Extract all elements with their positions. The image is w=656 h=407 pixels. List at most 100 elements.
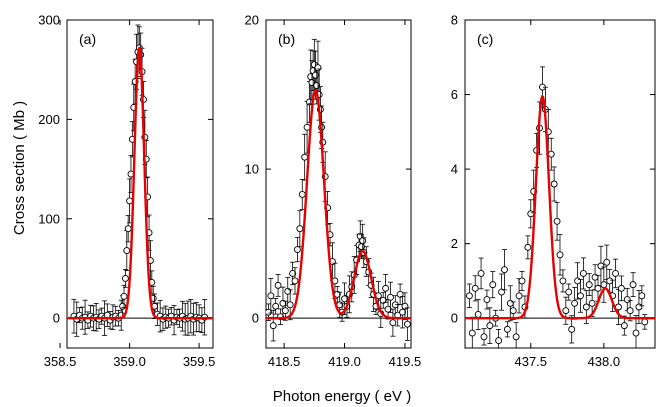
data-point bbox=[617, 275, 625, 302]
y-tick-label: 0 bbox=[451, 311, 458, 326]
data-point bbox=[495, 328, 503, 348]
data-point bbox=[120, 284, 128, 308]
marker bbox=[483, 296, 491, 303]
data-point bbox=[632, 315, 640, 348]
data-point bbox=[382, 274, 390, 303]
panel-label: (c) bbox=[477, 31, 493, 47]
y-tick-label: 0 bbox=[53, 311, 60, 326]
marker bbox=[382, 284, 390, 292]
marker bbox=[293, 246, 301, 254]
x-tick-label: 419.0 bbox=[328, 354, 361, 369]
data-point bbox=[571, 286, 579, 320]
data-point bbox=[594, 275, 602, 302]
marker bbox=[379, 296, 387, 304]
marker bbox=[509, 307, 517, 315]
marker bbox=[269, 322, 277, 330]
data-point bbox=[471, 275, 479, 302]
data-point bbox=[389, 308, 397, 337]
marker bbox=[314, 64, 322, 72]
marker bbox=[468, 329, 476, 337]
data-point bbox=[501, 249, 508, 291]
data-point bbox=[579, 257, 587, 290]
data-point bbox=[394, 304, 402, 327]
x-tick-label: 419.5 bbox=[389, 354, 422, 369]
marker bbox=[594, 284, 602, 292]
y-tick-label: 100 bbox=[38, 211, 60, 226]
marker bbox=[562, 307, 570, 315]
plot-area bbox=[465, 66, 655, 348]
y-axis-title: Cross section ( Mb ) bbox=[11, 101, 28, 235]
x-tick-label: 359.0 bbox=[113, 354, 146, 369]
marker bbox=[123, 247, 131, 255]
marker bbox=[286, 301, 294, 309]
marker bbox=[559, 277, 567, 285]
data-point bbox=[626, 300, 634, 322]
data-point bbox=[269, 309, 277, 342]
marker bbox=[565, 288, 573, 296]
marker bbox=[126, 197, 134, 205]
marker bbox=[465, 292, 473, 300]
data-point bbox=[553, 201, 561, 241]
data-point bbox=[641, 314, 649, 330]
marker bbox=[574, 277, 581, 285]
y-tick-label: 8 bbox=[451, 13, 458, 28]
marker bbox=[632, 329, 640, 337]
data-point bbox=[286, 289, 294, 321]
marker bbox=[506, 299, 514, 307]
marker bbox=[623, 296, 631, 303]
marker bbox=[359, 237, 367, 245]
marker bbox=[301, 153, 309, 161]
data-point bbox=[465, 283, 473, 309]
marker bbox=[387, 293, 394, 301]
data-point bbox=[503, 321, 511, 338]
marker bbox=[291, 277, 299, 285]
data-point bbox=[638, 285, 646, 307]
data-point bbox=[615, 289, 622, 325]
plot-frame bbox=[66, 19, 214, 349]
data-point bbox=[289, 261, 297, 286]
data-point bbox=[266, 303, 272, 321]
data-point bbox=[597, 245, 605, 287]
data-point bbox=[606, 269, 614, 293]
data-point bbox=[623, 287, 631, 312]
marker bbox=[626, 307, 634, 315]
data-point bbox=[603, 244, 611, 280]
data-point bbox=[518, 270, 526, 291]
marker bbox=[635, 303, 643, 311]
marker bbox=[486, 322, 494, 330]
data-point bbox=[474, 298, 482, 330]
marker bbox=[591, 273, 599, 281]
x-tick-label: 418.5 bbox=[268, 354, 301, 369]
marker bbox=[620, 322, 628, 330]
marker bbox=[600, 281, 608, 289]
marker bbox=[512, 333, 520, 341]
panel-label: (b) bbox=[278, 31, 295, 47]
x-tick-label: 359.5 bbox=[183, 354, 216, 369]
y-tick-label: 20 bbox=[245, 13, 259, 28]
data-point bbox=[612, 258, 619, 289]
data-point bbox=[524, 235, 532, 260]
marker bbox=[585, 281, 593, 289]
plot-area bbox=[67, 24, 213, 337]
data-point bbox=[588, 289, 596, 317]
data-point bbox=[267, 278, 275, 314]
y-tick-label: 6 bbox=[451, 87, 458, 102]
data-point bbox=[620, 315, 628, 336]
marker bbox=[489, 281, 497, 289]
marker bbox=[279, 299, 287, 307]
marker bbox=[266, 308, 272, 316]
data-point bbox=[124, 215, 132, 243]
fit-curve bbox=[266, 88, 411, 320]
data-point bbox=[279, 286, 287, 320]
data-point bbox=[396, 283, 404, 305]
marker bbox=[480, 333, 488, 341]
data-point bbox=[379, 291, 387, 309]
data-point bbox=[515, 278, 523, 314]
data-point bbox=[559, 269, 567, 293]
marker bbox=[396, 290, 404, 298]
plot-area bbox=[266, 38, 411, 342]
marker bbox=[289, 270, 297, 277]
marker bbox=[471, 284, 479, 292]
marker bbox=[119, 302, 127, 310]
